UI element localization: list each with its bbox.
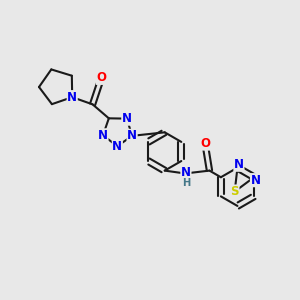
- Text: N: N: [181, 167, 191, 179]
- Text: S: S: [230, 185, 239, 198]
- Text: N: N: [234, 158, 244, 171]
- Text: H: H: [182, 178, 190, 188]
- Text: O: O: [200, 137, 210, 150]
- Text: N: N: [67, 91, 77, 104]
- Text: N: N: [122, 112, 132, 125]
- Text: N: N: [127, 129, 137, 142]
- Text: N: N: [98, 129, 108, 142]
- Text: N: N: [250, 174, 260, 187]
- Text: O: O: [96, 71, 106, 84]
- Text: N: N: [112, 140, 122, 153]
